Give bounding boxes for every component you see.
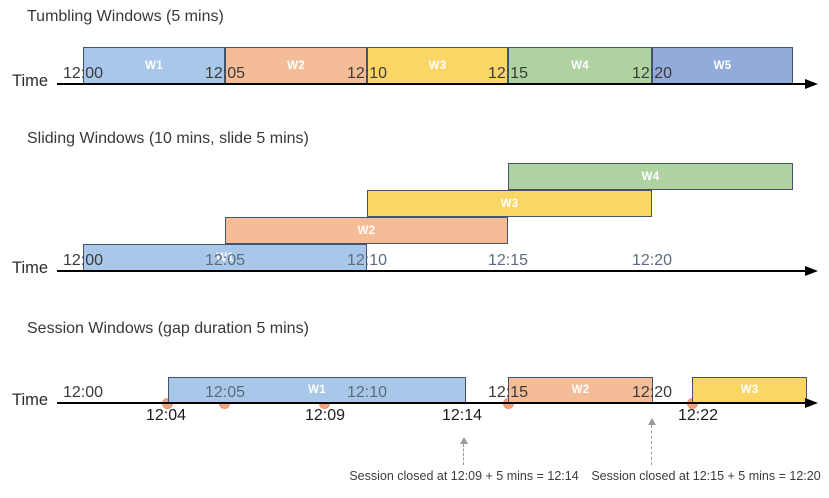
tick-label: 12:05 bbox=[204, 384, 246, 401]
window-session-w2: W2 bbox=[508, 377, 653, 403]
window-label: W3 bbox=[740, 384, 759, 396]
window-label: W5 bbox=[713, 59, 732, 72]
tick-label: 12:00 bbox=[62, 252, 104, 269]
time-axis-label-session: Time bbox=[12, 391, 49, 409]
section-title-tumbling: Tumbling Windows (5 mins) bbox=[27, 8, 224, 25]
session-close-arrow bbox=[647, 418, 657, 466]
tick-label: 12:10 bbox=[346, 384, 388, 401]
window-sliding-w1: W1 bbox=[83, 244, 367, 271]
tick-label: 12:20 bbox=[631, 252, 673, 269]
timeline-axis-session bbox=[57, 402, 806, 405]
timeline-axis-tumbling bbox=[57, 83, 806, 86]
window-label: W2 bbox=[357, 224, 376, 237]
event-time-label: 12:04 bbox=[145, 407, 187, 424]
event-time-label: 12:14 bbox=[441, 407, 483, 424]
window-session-w1: W1 bbox=[168, 377, 466, 403]
tick-label: 12:15 bbox=[487, 65, 529, 82]
window-label: W3 bbox=[500, 197, 519, 210]
session-close-arrow bbox=[459, 437, 469, 466]
section-title-session: Session Windows (gap duration 5 mins) bbox=[27, 320, 309, 337]
timeline-arrowhead bbox=[805, 265, 818, 276]
window-sliding-w3: W3 bbox=[367, 190, 652, 217]
arrow-up-icon bbox=[648, 418, 656, 425]
window-label: W1 bbox=[216, 251, 234, 264]
arrow-shaft bbox=[651, 425, 653, 465]
tick-label: 12:00 bbox=[62, 65, 104, 82]
window-label: W1 bbox=[145, 59, 163, 72]
window-sliding-w2: W2 bbox=[225, 217, 508, 244]
time-axis-label-sliding: Time bbox=[12, 259, 49, 277]
window-sliding-w4: W4 bbox=[508, 163, 793, 190]
window-label: W2 bbox=[571, 384, 590, 396]
session-close-note: Session closed at 12:15 + 5 mins = 12:20 bbox=[591, 469, 821, 483]
arrow-up-icon bbox=[460, 437, 468, 444]
timeline-arrowhead bbox=[805, 78, 818, 89]
window-session-w3: W3 bbox=[692, 377, 807, 403]
timeline-axis-sliding bbox=[57, 270, 806, 273]
session-close-note: Session closed at 12:09 + 5 mins = 12:14 bbox=[349, 469, 579, 483]
window-label: W4 bbox=[641, 170, 660, 183]
timeline-arrowhead bbox=[805, 397, 818, 408]
arrow-shaft bbox=[463, 444, 465, 465]
tick-label: 12:10 bbox=[346, 65, 388, 82]
tick-label: 12:15 bbox=[487, 384, 529, 401]
tick-label: 12:00 bbox=[62, 384, 104, 401]
window-tumbling-w3: W3 bbox=[367, 47, 508, 84]
tick-label: 12:20 bbox=[631, 384, 673, 401]
window-label: W3 bbox=[428, 59, 447, 72]
tick-label: 12:05 bbox=[204, 252, 246, 269]
tick-label: 12:20 bbox=[631, 65, 673, 82]
event-time-label: 12:09 bbox=[304, 407, 346, 424]
section-title-sliding: Sliding Windows (10 mins, slide 5 mins) bbox=[27, 130, 309, 147]
window-tumbling-w1: W1 bbox=[83, 47, 225, 84]
tick-label: 12:05 bbox=[204, 65, 246, 82]
window-label: W4 bbox=[571, 59, 589, 72]
window-label: W1 bbox=[308, 384, 326, 396]
window-label: W2 bbox=[287, 59, 305, 72]
event-time-label: 12:22 bbox=[677, 407, 719, 424]
window-tumbling-w5: W5 bbox=[652, 47, 793, 84]
tick-label: 12:10 bbox=[346, 252, 388, 269]
tick-label: 12:15 bbox=[487, 252, 529, 269]
time-axis-label-tumbling: Time bbox=[12, 72, 49, 90]
